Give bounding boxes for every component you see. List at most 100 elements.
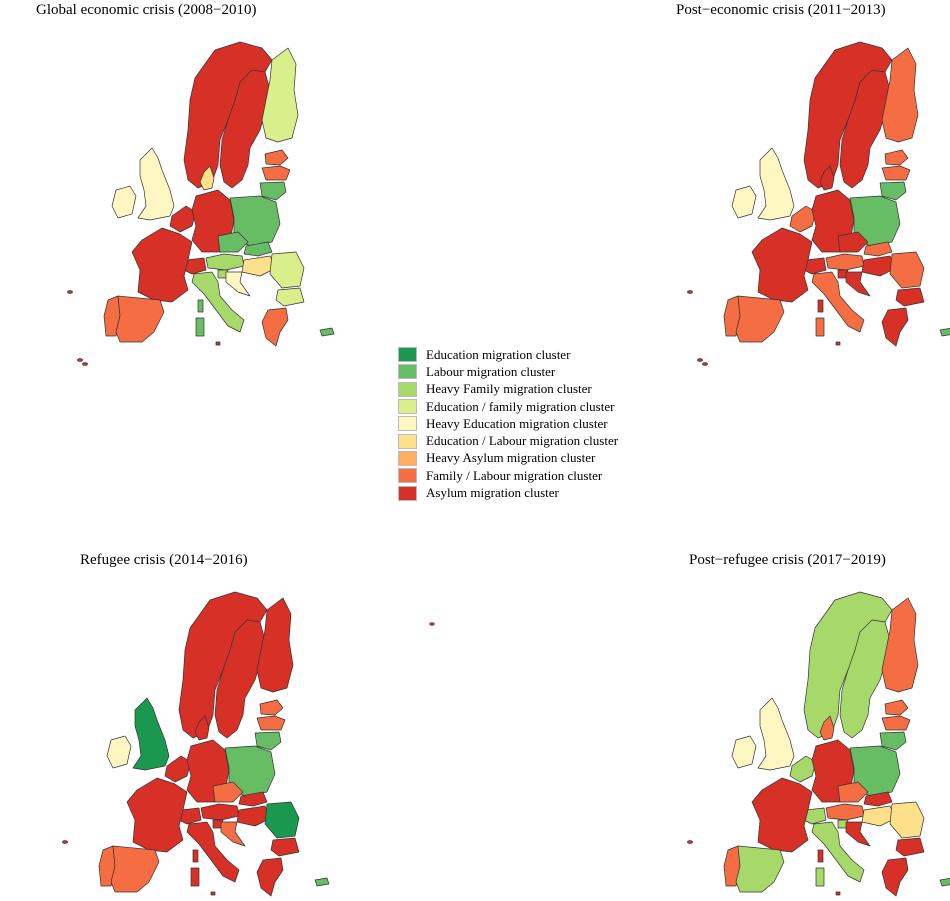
region-latvia: [881, 715, 911, 731]
legend-item: Education / Labour migration cluster: [398, 432, 638, 449]
region-corsica: [817, 849, 824, 863]
legend-label: Education migration cluster: [426, 346, 571, 362]
region-hungary: [241, 255, 277, 277]
region-malta: [215, 341, 221, 346]
region-corsica: [192, 849, 199, 863]
legend-item: Education / family migration cluster: [398, 398, 638, 415]
region-italy: [186, 821, 240, 883]
region-denmark: [819, 165, 835, 191]
region-sweden: [839, 69, 891, 189]
region-slovakia: [243, 241, 273, 257]
region-poland: [849, 745, 901, 797]
region-sardinia: [195, 317, 205, 337]
region-benelux: [789, 205, 817, 233]
region-romania: [889, 251, 925, 289]
region-corsica: [817, 299, 824, 313]
region-latvia: [881, 165, 911, 181]
europe-map: [687, 41, 950, 366]
region-greece: [256, 857, 284, 897]
region-benelux: [164, 755, 192, 783]
region-ireland: [731, 185, 757, 219]
legend-swatch: [398, 399, 417, 415]
panel-title: Post−refugee crisis (2017−2019): [689, 552, 886, 568]
region-malta: [210, 891, 216, 896]
legend-item: Asylum migration cluster: [398, 484, 638, 501]
legend-swatch: [398, 450, 417, 466]
region-estonia: [259, 699, 284, 716]
island-marker: [62, 840, 68, 844]
region-finland: [261, 47, 299, 143]
region-slovakia: [863, 241, 893, 257]
region-croatia: [845, 271, 871, 297]
island-marker: [687, 290, 693, 294]
legend-label: Family / Labour migration cluster: [426, 467, 603, 483]
region-bulgaria: [275, 287, 305, 307]
region-croatia: [845, 821, 871, 847]
region-france: [751, 777, 813, 853]
region-greece: [881, 307, 909, 347]
region-ireland: [111, 185, 137, 219]
region-uk: [757, 697, 795, 771]
region-sweden: [839, 619, 891, 739]
region-poland: [224, 745, 276, 797]
region-ireland: [106, 735, 132, 769]
region-spain: [735, 295, 785, 343]
legend-label: Education / family migration cluster: [426, 398, 615, 414]
region-sardinia: [815, 867, 825, 887]
region-malta: [835, 341, 841, 346]
region-cyprus: [314, 877, 330, 887]
region-slovakia: [238, 791, 268, 807]
region-czechia: [837, 781, 869, 803]
region-benelux: [169, 205, 197, 233]
region-slovakia: [863, 791, 893, 807]
region-romania: [264, 801, 300, 839]
region-sardinia: [190, 867, 200, 887]
legend-item: Heavy Education migration cluster: [398, 415, 638, 432]
legend-swatch: [398, 347, 417, 363]
region-greece: [881, 857, 909, 897]
region-czechia: [212, 781, 244, 803]
region-corsica: [197, 299, 204, 313]
legend-swatch: [398, 381, 417, 397]
region-italy: [811, 821, 865, 883]
island-marker: [82, 362, 88, 366]
region-hungary: [236, 805, 272, 827]
panel-title: Post−economic crisis (2011−2013): [676, 2, 886, 18]
region-latvia: [261, 165, 291, 181]
region-estonia: [884, 149, 909, 166]
region-austria: [825, 253, 865, 271]
legend-label: Labour migration cluster: [426, 363, 556, 379]
region-france: [126, 777, 188, 853]
region-bulgaria: [895, 287, 925, 307]
region-lithuania: [879, 181, 907, 201]
region-denmark: [199, 165, 215, 191]
region-hungary: [861, 805, 897, 827]
legend-swatch: [398, 468, 417, 484]
region-cyprus: [319, 327, 335, 337]
legend-item: Labour migration cluster: [398, 363, 638, 380]
region-cyprus: [939, 877, 950, 887]
region-hungary: [861, 255, 897, 277]
region-france: [751, 227, 813, 303]
region-finland: [881, 597, 919, 693]
legend-swatch: [398, 433, 417, 449]
region-croatia: [225, 271, 251, 297]
region-italy: [191, 271, 245, 333]
region-spain: [110, 845, 160, 893]
legend-item: Education migration cluster: [398, 346, 638, 363]
legend-label: Education / Labour migration cluster: [426, 433, 619, 449]
region-denmark: [194, 715, 210, 741]
region-austria: [205, 253, 245, 271]
region-lithuania: [254, 731, 282, 751]
legend-label: Heavy Family migration cluster: [426, 381, 592, 397]
region-malta: [835, 891, 841, 896]
region-france: [131, 227, 193, 303]
legend: Education migration cluster Labour migrat…: [398, 346, 638, 502]
legend-label: Heavy Asylum migration cluster: [426, 450, 596, 466]
region-uk: [137, 147, 175, 221]
island-marker: [697, 358, 703, 362]
region-bulgaria: [895, 837, 925, 857]
region-poland: [849, 195, 901, 247]
region-latvia: [256, 715, 286, 731]
island-marker: [77, 358, 83, 362]
